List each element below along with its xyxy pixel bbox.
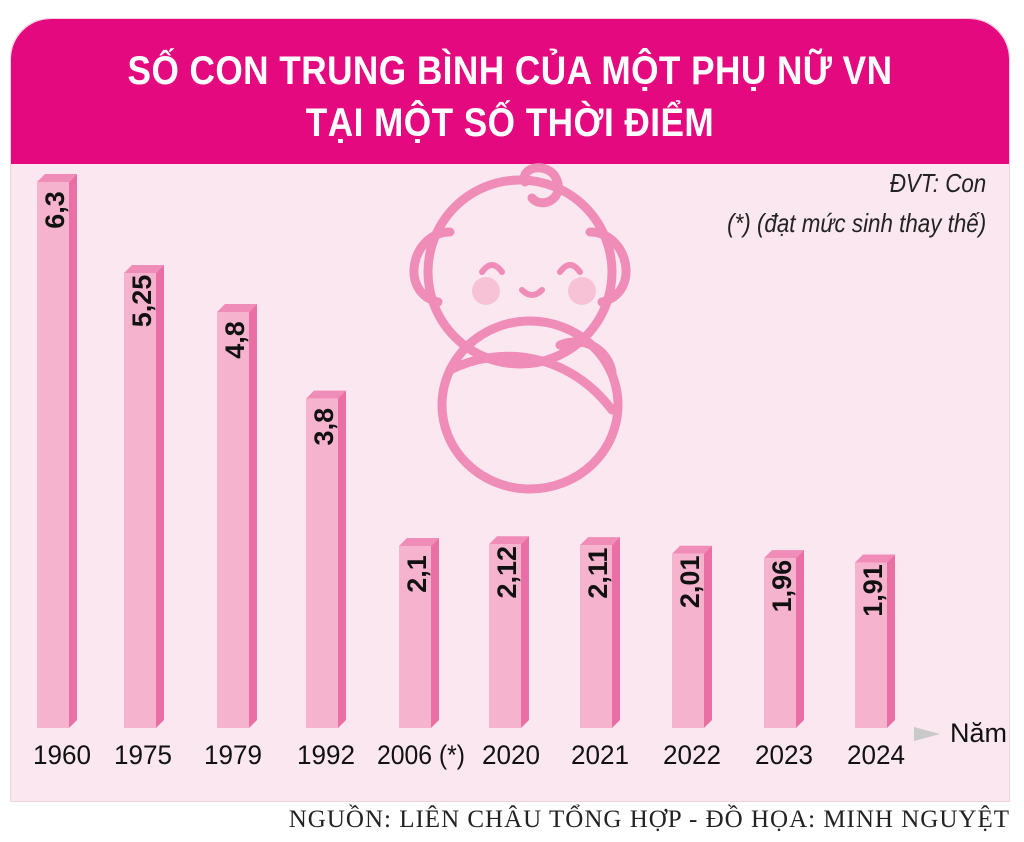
bar-side bbox=[431, 538, 439, 728]
x-tick-label: 1975 bbox=[114, 740, 172, 770]
x-tick-label: 2024 bbox=[847, 740, 905, 770]
x-axis-arrow-icon bbox=[914, 727, 940, 741]
bar-side bbox=[704, 545, 712, 728]
bar bbox=[764, 558, 796, 728]
bar-value-label: 6,3 bbox=[40, 191, 70, 229]
title-banner: SỐ CON TRUNG BÌNH CỦA MỘT PHỤ NỮ VN TẠI … bbox=[11, 19, 1009, 164]
bar bbox=[489, 544, 521, 728]
bar-top bbox=[399, 538, 439, 546]
x-tick-label: 1960 bbox=[33, 740, 91, 770]
x-tick-label: 1979 bbox=[204, 740, 262, 770]
bar bbox=[399, 546, 431, 728]
bar bbox=[672, 553, 704, 728]
bar bbox=[855, 562, 887, 728]
x-tick-label: 2020 bbox=[482, 740, 540, 770]
x-tick-label: 1992 bbox=[297, 740, 355, 770]
baby-swaddle-icon bbox=[409, 163, 631, 494]
bar bbox=[306, 398, 338, 728]
bar-top bbox=[672, 545, 712, 554]
bar-value-label: 4,8 bbox=[220, 321, 250, 359]
chart-panel: SỐ CON TRUNG BÌNH CỦA MỘT PHỤ NỮ VN TẠI … bbox=[10, 18, 1010, 802]
bar-chart: 6,3 5,25 4,8 3,8 2,1 2,12 2,11 2,01 1,96 1,91 196… bbox=[33, 163, 1007, 770]
bar-top bbox=[855, 554, 895, 563]
bar-top bbox=[764, 550, 804, 559]
bar-side bbox=[249, 304, 257, 728]
bar bbox=[124, 273, 156, 728]
bar-value-label: 5,25 bbox=[127, 275, 157, 328]
x-tick-label: 2023 bbox=[755, 740, 813, 770]
bar-side bbox=[156, 265, 164, 728]
bar-top bbox=[124, 265, 164, 273]
bar-value-label: 1,91 bbox=[858, 564, 888, 617]
bar-side bbox=[338, 390, 346, 728]
bar-side bbox=[796, 550, 804, 728]
bar-top bbox=[580, 537, 620, 546]
bar-value-label: 3,8 bbox=[309, 408, 339, 446]
chart-title-line-2: TẠI MỘT SỐ THỜI ĐIỂM bbox=[305, 101, 715, 145]
bar-value-label: 2,01 bbox=[675, 556, 705, 609]
source-credit: NGUỒN: LIÊN CHÂU TỔNG HỢP - ĐỒ HỌA: MINH… bbox=[288, 806, 1010, 833]
x-tick-label: 2021 bbox=[571, 740, 629, 770]
bar-value-label: 2,1 bbox=[402, 555, 432, 593]
bar-value-label: 2,11 bbox=[583, 548, 613, 599]
bar-side bbox=[612, 537, 620, 728]
footnote: (*) (đạt mức sinh thay thế) bbox=[727, 208, 986, 238]
bar-top bbox=[489, 536, 529, 545]
bar bbox=[580, 545, 612, 728]
x-tick-label: 2006 (*) bbox=[377, 740, 465, 770]
bar-value-label: 2,12 bbox=[492, 546, 522, 599]
bar-top bbox=[37, 174, 77, 182]
bar-top bbox=[306, 390, 346, 399]
x-tick-label: 2022 bbox=[663, 740, 721, 770]
bar-top bbox=[217, 304, 257, 312]
bar-side bbox=[887, 554, 895, 728]
bar bbox=[217, 312, 249, 728]
bar-value-label: 1,96 bbox=[767, 560, 797, 613]
bar-side bbox=[521, 536, 529, 728]
bar bbox=[37, 182, 69, 728]
chart-title-line-1: SỐ CON TRUNG BÌNH CỦA MỘT PHỤ NỮ VN bbox=[127, 49, 893, 93]
bar-side bbox=[69, 174, 77, 728]
x-axis-label: Năm bbox=[950, 718, 1007, 748]
unit-note: ĐVT: Con bbox=[889, 168, 986, 198]
